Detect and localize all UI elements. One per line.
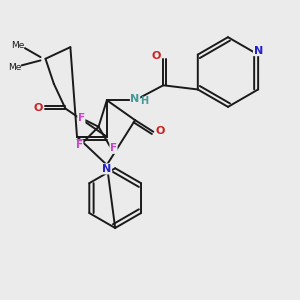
Text: F: F <box>78 113 85 124</box>
Text: O: O <box>152 51 161 61</box>
Text: N: N <box>102 164 112 174</box>
Text: O: O <box>156 126 165 136</box>
Text: Me: Me <box>8 63 22 72</box>
Text: H: H <box>140 96 148 106</box>
Text: F: F <box>110 143 117 153</box>
Text: F: F <box>76 140 83 150</box>
Text: N: N <box>130 94 140 103</box>
Text: Me: Me <box>12 41 25 50</box>
Text: O: O <box>34 103 43 113</box>
Text: N: N <box>254 46 263 56</box>
